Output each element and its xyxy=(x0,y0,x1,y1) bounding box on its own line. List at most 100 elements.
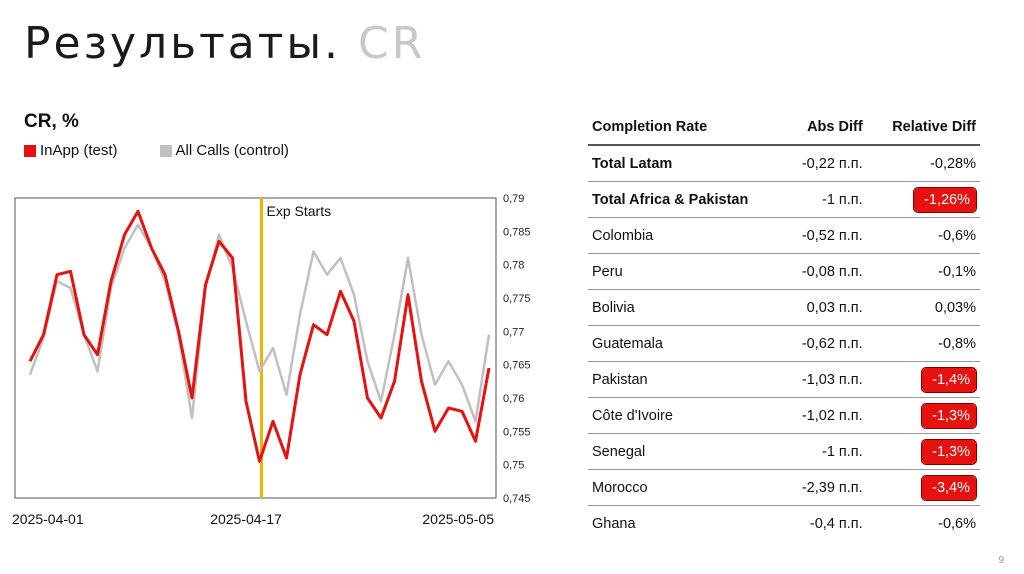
row-relative-diff: -1,3% xyxy=(922,403,976,428)
row-name: Guatemala xyxy=(592,335,663,352)
table-row: Morocco -2,39 п.п. -3,4% xyxy=(588,469,980,506)
row-relative-diff-cell: -0,8% xyxy=(866,325,980,362)
y-tick-label: 0,745 xyxy=(503,493,531,505)
row-relative-diff: -3,4% xyxy=(922,475,976,500)
row-relative-diff: -1,3% xyxy=(922,439,976,464)
row-name-cell: Colombia xyxy=(588,217,771,254)
completion-rate-table: Completion Rate Abs Diff Relative Diff T… xyxy=(588,110,980,541)
row-relative-diff-cell: -1,26% xyxy=(866,181,980,218)
row-name-cell: Côte d'Ivoire xyxy=(588,397,771,434)
y-tick-label: 0,76 xyxy=(503,393,524,405)
plot-frame xyxy=(14,197,497,499)
table-row: Colombia -0,52 п.п. -0,6% xyxy=(588,217,980,254)
row-relative-diff: -0,6% xyxy=(938,515,976,532)
row-relative-diff: 0,03% xyxy=(934,299,976,316)
table-row: Bolivia 0,03 п.п. 0,03% xyxy=(588,289,980,326)
page-number: 9 xyxy=(998,555,1004,566)
x-tick-label: 2025-04-01 xyxy=(12,511,84,527)
row-relative-diff: -0,28% xyxy=(930,155,976,172)
row-abs-diff: -0,62 п.п. xyxy=(801,335,863,352)
y-tick-label: 0,755 xyxy=(503,426,531,438)
y-tick-label: 0,75 xyxy=(503,460,524,472)
slide-title: Результаты. CR xyxy=(24,18,425,69)
table-row: Ghana -0,4 п.п. -0,6% xyxy=(588,506,980,542)
y-tick-label: 0,79 xyxy=(503,193,524,205)
row-name: Total Africa & Pakistan xyxy=(592,191,749,208)
chart-title: CR, % xyxy=(24,111,79,132)
row-abs-diff-cell: -0,22 п.п. xyxy=(770,145,867,182)
row-name: Ghana xyxy=(592,515,636,532)
row-relative-diff-cell: -1,4% xyxy=(866,361,980,398)
row-name-cell: Ghana xyxy=(588,506,770,542)
legend-item-control: All Calls (control) xyxy=(159,142,289,159)
row-relative-diff-cell: -0,6% xyxy=(866,217,980,254)
y-tick-label: 0,775 xyxy=(503,293,531,305)
row-abs-diff: 0,03 п.п. xyxy=(806,299,863,316)
row-relative-diff: -0,6% xyxy=(938,227,976,244)
row-abs-diff: -0,4 п.п. xyxy=(809,515,863,532)
row-abs-diff: -2,39 п.п. xyxy=(801,479,863,496)
row-name: Pakistan xyxy=(592,371,648,388)
y-tick-label: 0,78 xyxy=(503,260,524,272)
table-row: Total Africa & Pakistan -1 п.п. -1,26% xyxy=(588,181,980,218)
row-abs-diff-cell: -1,03 п.п. xyxy=(770,361,867,398)
slide-title-accent: CR xyxy=(358,18,426,69)
series-line-test xyxy=(28,209,491,463)
row-name-cell: Total Latam xyxy=(588,145,771,182)
row-name: Bolivia xyxy=(592,299,635,316)
table-row: Peru -0,08 п.п. -0,1% xyxy=(588,253,980,290)
header-completion-rate: Completion Rate xyxy=(588,110,771,146)
row-abs-diff-cell: -0,08 п.п. xyxy=(770,253,867,290)
table-row: Guatemala -0,62 п.п. -0,8% xyxy=(588,325,980,362)
y-tick-label: 0,785 xyxy=(503,226,531,238)
row-abs-diff: -0,52 п.п. xyxy=(801,227,863,244)
row-relative-diff-cell: -0,6% xyxy=(867,506,980,542)
row-relative-diff-cell: -1,3% xyxy=(866,433,980,470)
row-abs-diff: -1,02 п.п. xyxy=(801,407,863,424)
row-abs-diff-cell: -1 п.п. xyxy=(770,433,867,470)
row-name-cell: Peru xyxy=(588,253,771,290)
x-tick-label: 2025-04-17 xyxy=(210,511,282,527)
table-row: Côte d'Ivoire -1,02 п.п. -1,3% xyxy=(588,397,980,434)
row-name-cell: Bolivia xyxy=(588,289,771,326)
row-abs-diff: -0,08 п.п. xyxy=(801,263,863,280)
row-name: Senegal xyxy=(592,443,646,460)
row-relative-diff-cell: -0,1% xyxy=(866,253,980,290)
row-name: Morocco xyxy=(592,479,648,496)
row-abs-diff: -1,03 п.п. xyxy=(801,371,863,388)
row-relative-diff: -1,26% xyxy=(914,187,976,212)
row-relative-diff-cell: -0,28% xyxy=(866,145,980,182)
row-name: Colombia xyxy=(592,227,654,244)
slide-title-main: Результаты. xyxy=(24,18,342,69)
legend-item-test: InApp (test) xyxy=(24,142,118,159)
exp-start-label: Exp Starts xyxy=(267,203,332,219)
row-name: Peru xyxy=(592,263,623,280)
chart-legend: InApp (test) All Calls (control) xyxy=(24,142,289,159)
legend-label-test: InApp (test) xyxy=(40,142,118,159)
row-abs-diff: -1 п.п. xyxy=(821,191,863,208)
table-row: Senegal -1 п.п. -1,3% xyxy=(588,433,980,470)
row-relative-diff-cell: -3,4% xyxy=(866,469,980,506)
row-relative-diff-cell: 0,03% xyxy=(866,289,980,326)
table-body: Total Latam -0,22 п.п. -0,28% Total Africa … xyxy=(588,145,980,541)
y-tick-label: 0,77 xyxy=(503,326,524,338)
header-abs-diff: Abs Diff xyxy=(770,110,867,146)
y-tick-label: 0,765 xyxy=(503,360,531,372)
legend-swatch-test xyxy=(24,144,36,157)
row-abs-diff-cell: -2,39 п.п. xyxy=(770,469,867,506)
row-abs-diff-cell: -0,62 п.п. xyxy=(770,325,867,362)
row-relative-diff: -0,8% xyxy=(938,335,976,352)
legend-swatch-control xyxy=(159,144,172,157)
header-relative-diff: Relative Diff xyxy=(866,110,980,146)
x-tick-label: 2025-05-05 xyxy=(422,511,494,527)
row-name: Côte d'Ivoire xyxy=(592,407,673,424)
row-name: Total Latam xyxy=(592,155,673,172)
row-abs-diff-cell: -0,4 п.п. xyxy=(770,506,867,542)
row-abs-diff: -0,22 п.п. xyxy=(801,155,863,172)
row-name-cell: Morocco xyxy=(588,469,771,506)
row-abs-diff-cell: -1,02 п.п. xyxy=(770,397,867,434)
row-name-cell: Guatemala xyxy=(588,325,771,362)
row-relative-diff: -1,4% xyxy=(922,367,976,392)
row-abs-diff-cell: 0,03 п.п. xyxy=(770,289,867,326)
table-row: Pakistan -1,03 п.п. -1,4% xyxy=(588,361,980,398)
